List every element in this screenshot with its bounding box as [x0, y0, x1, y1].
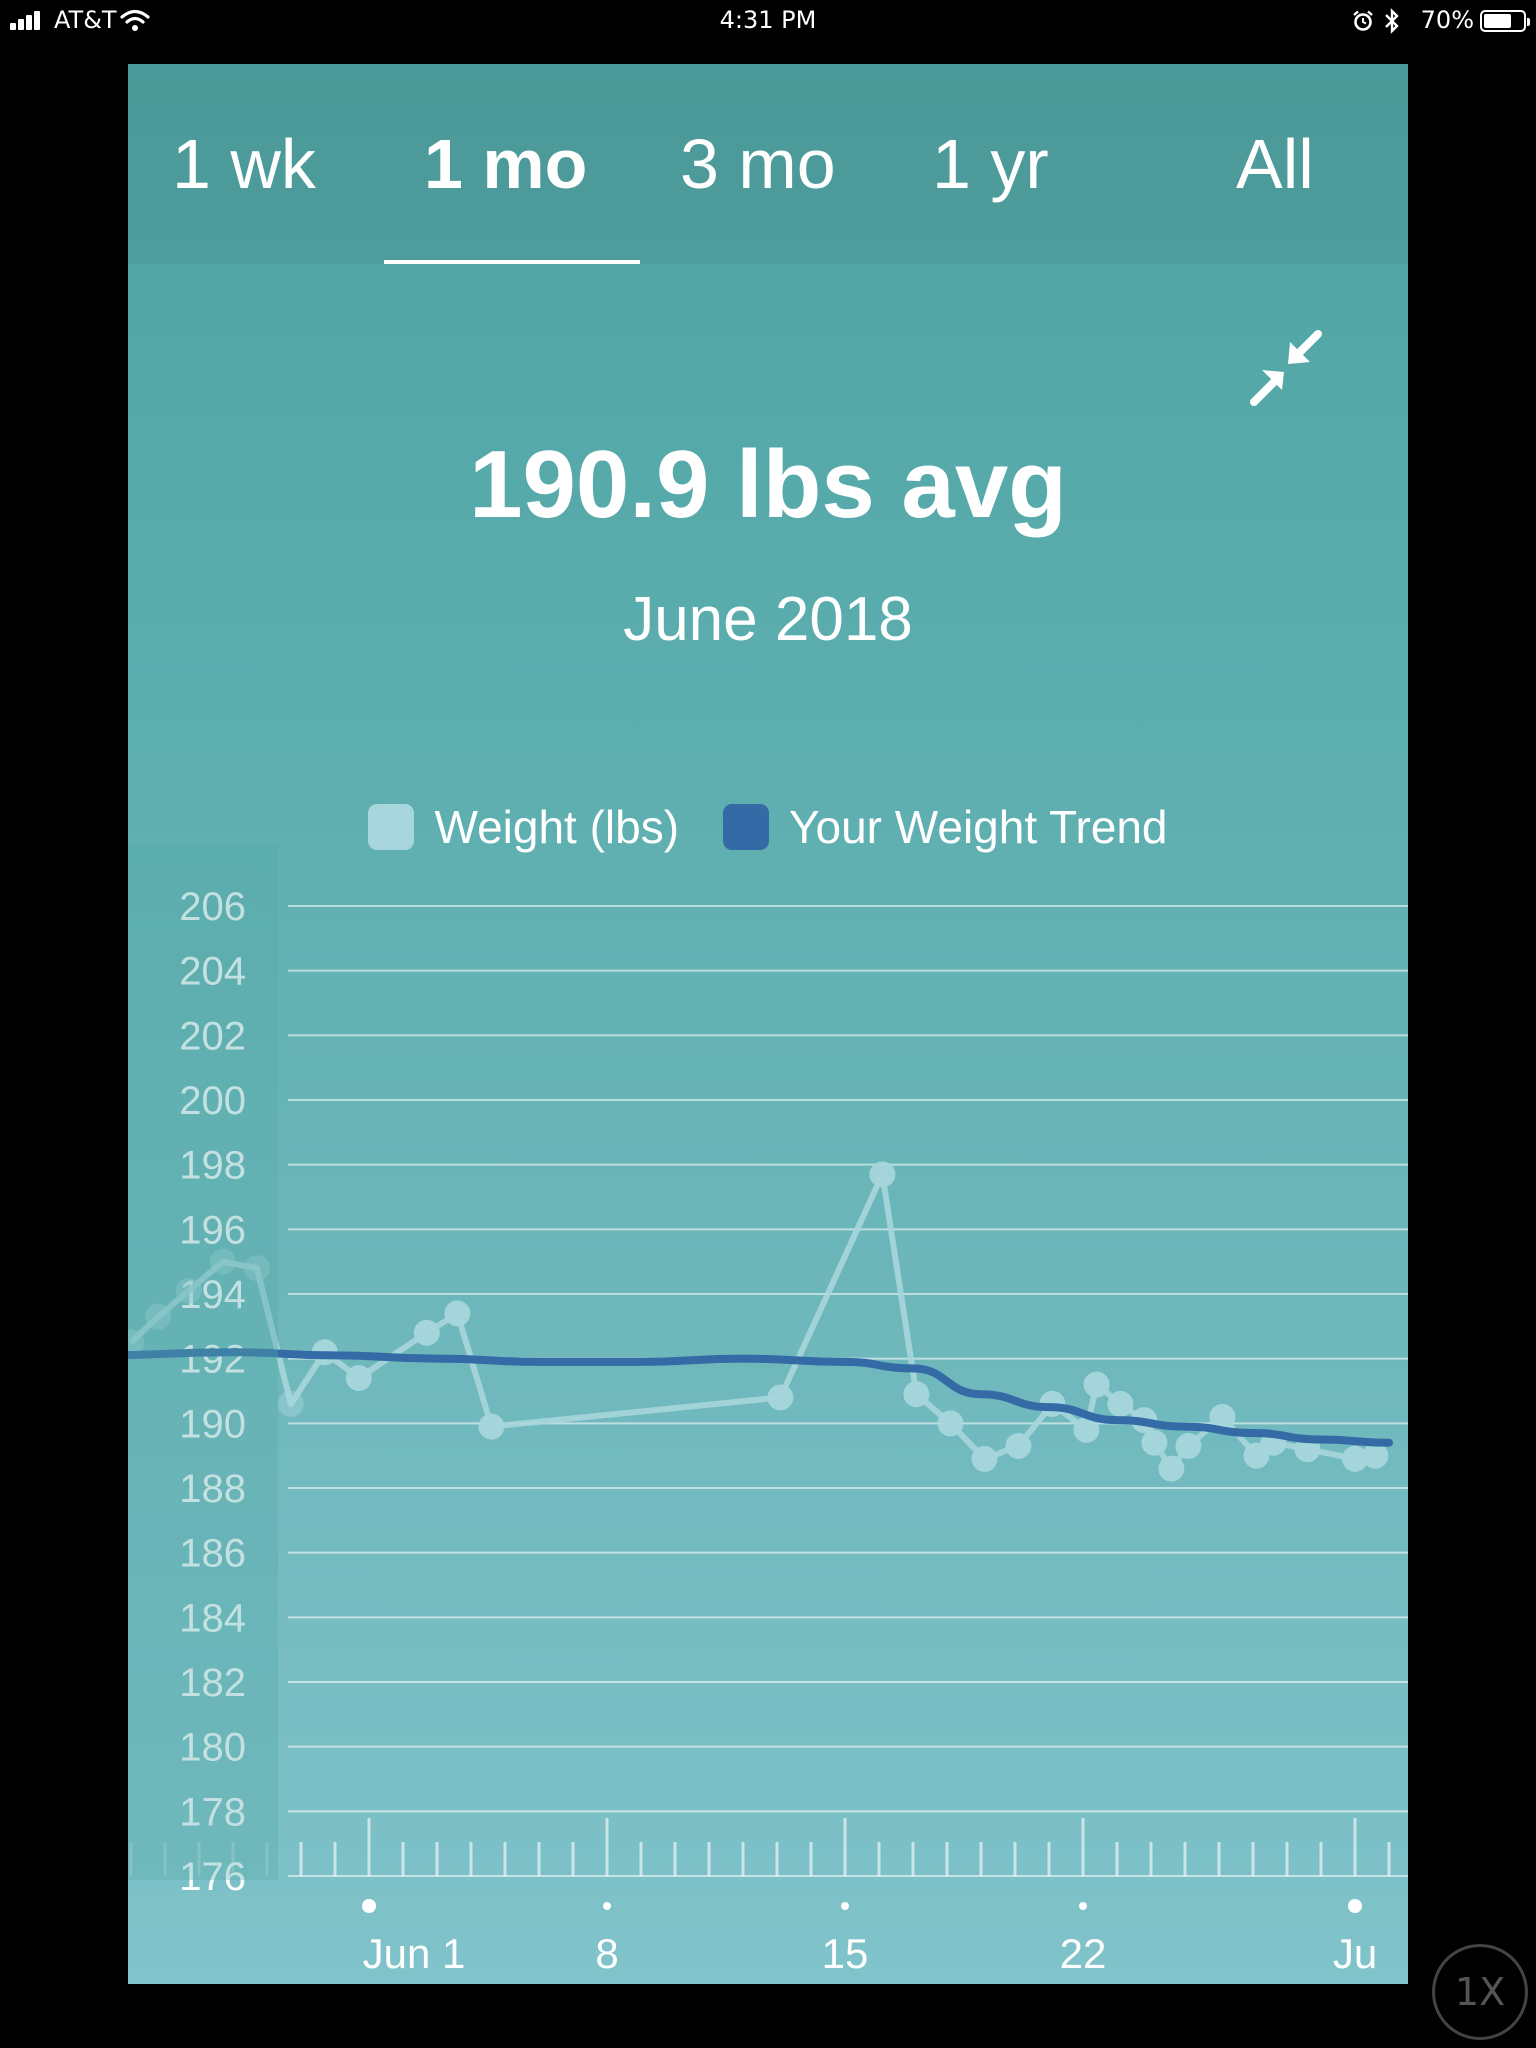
weight-point	[413, 1319, 440, 1346]
zoom-badge[interactable]: 1X	[1432, 1944, 1528, 2040]
y-tick-label: 186	[179, 1532, 246, 1576]
weight-point	[175, 1277, 202, 1304]
y-tick-label: 200	[179, 1079, 246, 1123]
weight-point	[345, 1365, 372, 1392]
tab-3-month[interactable]: 3 mo	[680, 125, 836, 203]
weight-point	[444, 1300, 471, 1327]
y-tick-label: 192	[179, 1338, 246, 1382]
weight-point	[1141, 1429, 1168, 1456]
weight-point	[1083, 1371, 1110, 1398]
weight-point	[1158, 1455, 1185, 1482]
y-tick-label: 206	[179, 885, 246, 929]
active-tab-indicator	[384, 260, 640, 264]
tab-1-week[interactable]: 1 wk	[172, 125, 316, 203]
weight-point	[1175, 1432, 1202, 1459]
x-tick-dot	[603, 1902, 611, 1910]
weight-point	[1073, 1416, 1100, 1443]
y-tick-label: 176	[179, 1855, 246, 1899]
weight-point	[243, 1255, 270, 1282]
period-label: June 2018	[623, 585, 913, 654]
x-tick-label: 8	[595, 1930, 618, 1977]
weight-point	[1362, 1442, 1389, 1469]
weight-point	[145, 1303, 172, 1330]
weight-point	[1342, 1445, 1368, 1472]
legend-weight-label: Weight (lbs)	[434, 801, 680, 853]
legend-weight-swatch	[368, 804, 415, 850]
weight-chart[interactable]: 206 204 202 200 198 196 194 192 190 188 186 184 182 1…	[128, 844, 1408, 1984]
x-tick-label: 22	[1060, 1930, 1107, 1977]
y-tick-label: 190	[179, 1402, 246, 1446]
weight-point	[971, 1445, 998, 1472]
y-tick-label: 188	[179, 1467, 246, 1511]
average-weight: 190.9 lbs avg	[469, 431, 1067, 538]
legend-trend[interactable]: Your Weight Trend	[723, 800, 1168, 854]
range-tabs: 1 wk 1 mo 3 mo 1 yr All	[128, 64, 1408, 264]
weight-point	[277, 1390, 304, 1417]
y-tick-label: 198	[179, 1144, 246, 1188]
battery-percent: 70%	[1420, 6, 1474, 34]
weight-point	[869, 1161, 896, 1188]
trend-series-line	[128, 1348, 1393, 1447]
status-bar: AT&T 4:31 PM 70%	[0, 0, 1536, 42]
y-tick-label: 194	[179, 1273, 246, 1317]
y-tick-label: 180	[179, 1726, 246, 1770]
wifi-icon	[120, 9, 150, 31]
weight-point	[767, 1384, 794, 1411]
carrier-label: AT&T	[54, 6, 117, 34]
legend-trend-swatch	[723, 804, 770, 850]
tab-all[interactable]: All	[1236, 125, 1314, 203]
y-tick-label: 202	[179, 1014, 246, 1058]
weight-point	[128, 1329, 144, 1356]
x-tick-dot	[841, 1902, 849, 1910]
battery-icon	[1480, 10, 1530, 32]
clock: 4:31 PM	[719, 6, 817, 34]
weight-point	[1209, 1403, 1236, 1430]
weight-point	[478, 1413, 505, 1440]
legend-weight[interactable]: Weight (lbs)	[368, 800, 679, 854]
x-tick-label: 15	[822, 1930, 869, 1977]
y-tick-label: 196	[179, 1208, 246, 1252]
signal-icon	[10, 10, 46, 30]
x-tick-label: Jun 1	[363, 1930, 466, 1977]
chart-legend: Weight (lbs) Your Weight Trend	[128, 800, 1408, 854]
collapse-arrows-icon[interactable]	[1248, 328, 1328, 408]
y-tick-label: 204	[179, 950, 246, 994]
legend-trend-label: Your Weight Trend	[789, 801, 1168, 853]
tab-1-month[interactable]: 1 mo	[424, 125, 588, 203]
weight-point	[903, 1381, 930, 1408]
tab-1-year[interactable]: 1 yr	[932, 125, 1049, 203]
alarm-icon	[1353, 10, 1373, 31]
x-tick-dot	[362, 1899, 376, 1913]
weight-point	[1107, 1390, 1134, 1417]
x-tick-label: Ju	[1333, 1930, 1377, 1977]
out-of-range-shade	[128, 844, 278, 1880]
y-tick-label: 182	[179, 1661, 246, 1705]
x-tick-dot	[1348, 1899, 1362, 1913]
weight-point	[209, 1248, 236, 1275]
y-tick-label: 178	[179, 1790, 246, 1834]
weight-panel: 1 wk 1 mo 3 mo 1 yr All 190.9 lbs avg Ju…	[128, 64, 1408, 1984]
x-tick-dot	[1079, 1902, 1087, 1910]
weight-point	[1005, 1432, 1032, 1459]
weight-point	[937, 1410, 964, 1437]
bluetooth-icon	[1385, 8, 1399, 34]
y-tick-label: 184	[179, 1596, 246, 1640]
